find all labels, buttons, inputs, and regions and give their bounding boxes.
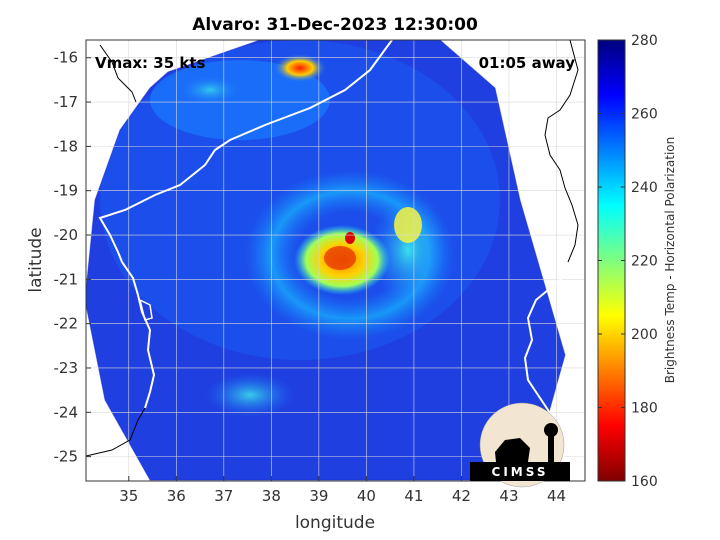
x-tick-label: 37 — [214, 487, 233, 505]
x-tick-label: 35 — [119, 487, 138, 505]
x-tick-label: 43 — [499, 487, 518, 505]
coastline-mozambique — [98, 40, 393, 409]
logo-tower-tank — [544, 423, 558, 437]
storm-eye-wall — [324, 246, 356, 270]
y-tick-label: -19 — [54, 182, 79, 200]
rainband-peak — [394, 207, 422, 243]
logo-banner — [470, 462, 570, 481]
map-panel — [86, 40, 585, 481]
y-tick-label: -17 — [54, 93, 79, 111]
deep-convection — [345, 232, 355, 244]
plot-title: Alvaro: 31-Dec-2023 12:30:00 — [192, 15, 478, 35]
x-tick-label: 41 — [404, 487, 423, 505]
y-tick-label: -16 — [54, 49, 79, 67]
coastal-island — [138, 298, 153, 321]
y-tick-label: -25 — [54, 448, 79, 466]
vmax-annotation: Vmax: 35 kts — [95, 54, 205, 72]
colorbar — [597, 39, 626, 482]
time-away-annotation: 01:05 away — [479, 54, 576, 72]
southern-cloud-patch — [205, 373, 295, 417]
colorbar-label: Brightness Temp - Horizontal Polarizatio… — [663, 137, 677, 384]
colorbar-tick-label: 220 — [631, 254, 658, 270]
border-inland — [99, 44, 137, 103]
x-tick-label: 39 — [309, 487, 328, 505]
logo-dish-icon — [495, 438, 530, 462]
colorbar-tick-label: 260 — [631, 107, 658, 123]
x-tick-label: 42 — [452, 487, 471, 505]
colorbar-tick-label: 180 — [631, 401, 658, 417]
x-tick-label: 44 — [547, 487, 566, 505]
cimss-logo: CIMSS — [470, 402, 570, 488]
coastal-hot-spot — [274, 54, 326, 82]
northern-cloud-patch — [180, 76, 240, 104]
axes-frame — [85, 39, 586, 482]
microwave-swath — [86, 40, 565, 480]
colorbar-ticks: 280 260 240 220 200 180 160 — [598, 33, 658, 490]
colorbar-tick-label: 160 — [631, 474, 658, 490]
eastern-rainband — [370, 195, 446, 305]
x-tick-label: 40 — [357, 487, 376, 505]
coastline-southern — [86, 407, 146, 457]
y-tick-label: -22 — [54, 315, 79, 333]
x-axis-label: longitude — [295, 513, 375, 533]
y-tick-label: -23 — [54, 359, 79, 377]
x-tick-label: 36 — [167, 487, 186, 505]
colorbar-tick-label: 240 — [631, 180, 658, 196]
x-tick-label: 38 — [262, 487, 281, 505]
colorbar-tick-label: 200 — [631, 327, 658, 343]
logo-text: CIMSS — [492, 465, 549, 479]
y-axis: -16 -17 -18 -19 -20 -21 -22 -23 -24 -25 — [54, 49, 91, 466]
coastline-madagascar-land — [544, 40, 579, 263]
y-tick-label: -18 — [54, 137, 79, 155]
colorbar-tick-label: 280 — [631, 33, 658, 49]
logo-tower-icon — [548, 430, 554, 462]
y-tick-label: -20 — [54, 226, 79, 244]
y-tick-label: -21 — [54, 270, 79, 288]
y-tick-label: -24 — [54, 403, 79, 421]
y-axis-label: latitude — [26, 227, 46, 292]
